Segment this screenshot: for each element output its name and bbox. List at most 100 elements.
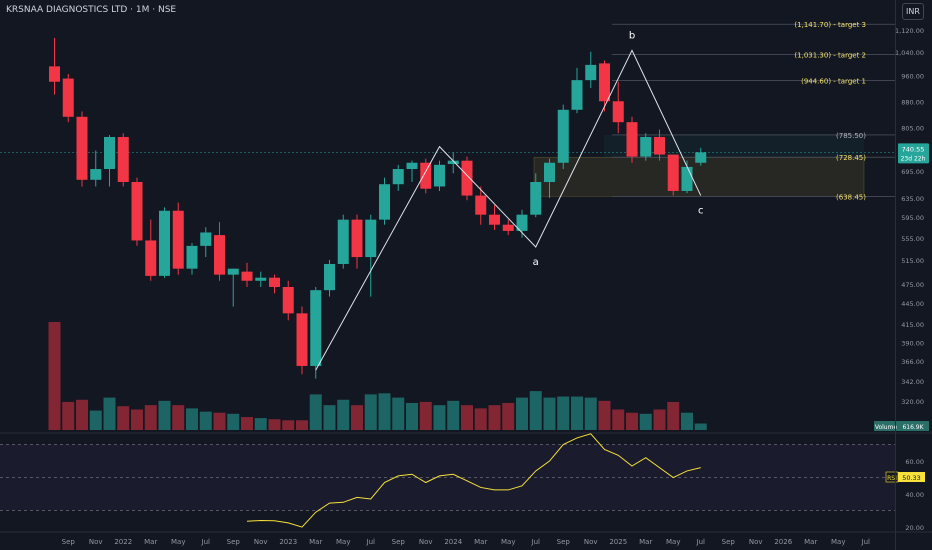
support-zone (533, 156, 865, 197)
price-tick-label: 515.00 (901, 257, 924, 265)
candle-body (406, 162, 418, 170)
volume-bar (529, 391, 542, 430)
time-tick-label: Mar (639, 538, 652, 546)
volume-value-label: 616.9K (902, 424, 924, 431)
volume-bar (62, 401, 75, 430)
price-tick-label: 1,120.00 (895, 27, 924, 35)
volume-bar (502, 403, 515, 430)
time-tick-label: Jul (861, 538, 871, 546)
price-tick-label: 595.00 (901, 214, 924, 222)
candle-body (654, 136, 665, 155)
volume-bar (612, 409, 625, 430)
candle-body (475, 195, 487, 215)
candle-body (571, 80, 583, 110)
candle-body (76, 116, 88, 180)
time-tick-label: Jul (696, 538, 706, 546)
volume-bar (131, 409, 143, 430)
time-tick-label: Mar (144, 538, 157, 546)
time-tick-label: 2026 (774, 538, 792, 546)
time-tick-label: Nov (254, 538, 268, 546)
time-tick-label: 2023 (279, 538, 297, 546)
volume-bar (639, 413, 652, 430)
upper-zone (604, 134, 864, 158)
time-tick-label: Mar (474, 538, 487, 546)
rsi-value-badge (898, 472, 925, 483)
candle-body (434, 164, 445, 187)
candle-body (310, 290, 322, 366)
volume-bar (557, 396, 570, 430)
candle-body (62, 78, 74, 117)
rsi-tick-label: 20.00 (905, 524, 924, 532)
candle-body (557, 109, 569, 163)
level-label: (1,141.70) - target 3 (794, 21, 866, 29)
volume-bar (406, 403, 418, 430)
candle-body (461, 160, 473, 196)
volume-bar (433, 405, 446, 430)
volume-bar (254, 418, 267, 430)
volume-bar (351, 405, 363, 430)
candle-body (172, 210, 184, 269)
volume-bar (474, 408, 487, 430)
time-tick-label: Sep (392, 538, 406, 546)
candle-body (324, 263, 335, 291)
time-tick-label: 2022 (114, 538, 132, 546)
volume-bar (419, 401, 432, 430)
candle-body (186, 245, 198, 269)
volume-bar (117, 406, 130, 430)
candle-body (296, 313, 308, 366)
time-tick-label: 2024 (444, 538, 462, 546)
candle-body (516, 214, 528, 231)
volume-bar (241, 417, 253, 430)
volume-bar (378, 393, 391, 430)
time-tick-label: Mar (309, 538, 322, 546)
rsi-line (246, 433, 701, 528)
time-tick-label: Jul (531, 538, 541, 546)
volume-bar (626, 412, 638, 430)
volume-bar (172, 405, 185, 430)
countdown-label: 23d 22h (901, 155, 926, 162)
candle-body (255, 277, 267, 281)
time-tick-label: May (336, 538, 350, 546)
volume-bar (667, 401, 680, 430)
volume-bar (543, 397, 556, 430)
candle-body (282, 286, 294, 314)
price-tick-label: 635.00 (901, 195, 924, 203)
volume-bar (681, 412, 693, 430)
wave-label: a (533, 257, 539, 268)
price-tick-label: 960.00 (901, 72, 924, 80)
volume-bar (694, 423, 707, 430)
volume-bar (48, 322, 61, 430)
time-tick-label: Nov (584, 538, 598, 546)
volume-bar (186, 408, 198, 430)
candle-body (241, 271, 253, 281)
volume-bar (447, 400, 460, 430)
price-tick-label: 555.00 (901, 235, 924, 243)
candle-body (269, 277, 280, 287)
candle-body (585, 64, 597, 81)
candle-body (392, 169, 404, 185)
level-label: (728.45) (836, 154, 866, 162)
price-tick-label: 342.00 (901, 378, 924, 386)
time-tick-label: May (831, 538, 845, 546)
volume-bar (309, 394, 322, 430)
time-tick-label: Jul (366, 538, 376, 546)
volume-bar (213, 412, 226, 430)
candle-body (667, 154, 679, 191)
time-tick-label: May (501, 538, 515, 546)
price-tick-label: 880.00 (901, 98, 924, 106)
wave-line (315, 49, 702, 371)
candle-body (420, 162, 432, 189)
level-label: (944.60) - target 1 (801, 77, 866, 85)
currency-button[interactable]: INR (902, 3, 924, 20)
level-label: (638.45) (836, 193, 866, 201)
time-tick-label: Jul (201, 538, 211, 546)
candle-body (379, 184, 390, 220)
last-price-label: 740.55 (902, 145, 925, 153)
candle-body (695, 152, 707, 163)
candle-body (145, 240, 157, 276)
candle-body (227, 268, 239, 275)
volume-bar (598, 400, 611, 430)
volume-bar (296, 420, 308, 430)
candle-body (489, 214, 500, 225)
